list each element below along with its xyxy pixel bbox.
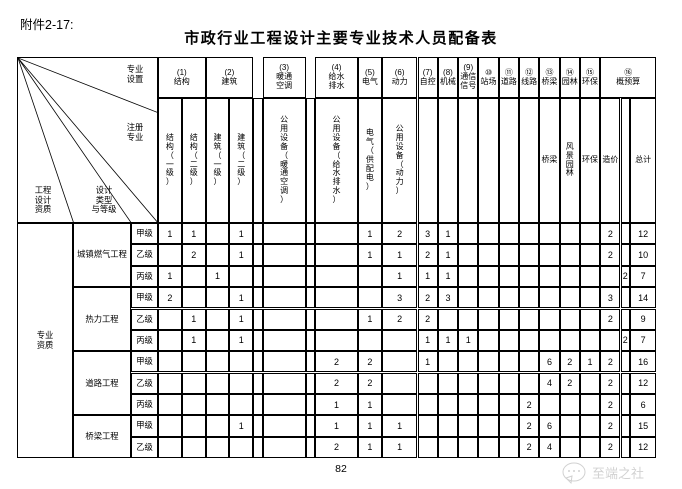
svg-text:至端之社: 至端之社 — [592, 466, 644, 481]
